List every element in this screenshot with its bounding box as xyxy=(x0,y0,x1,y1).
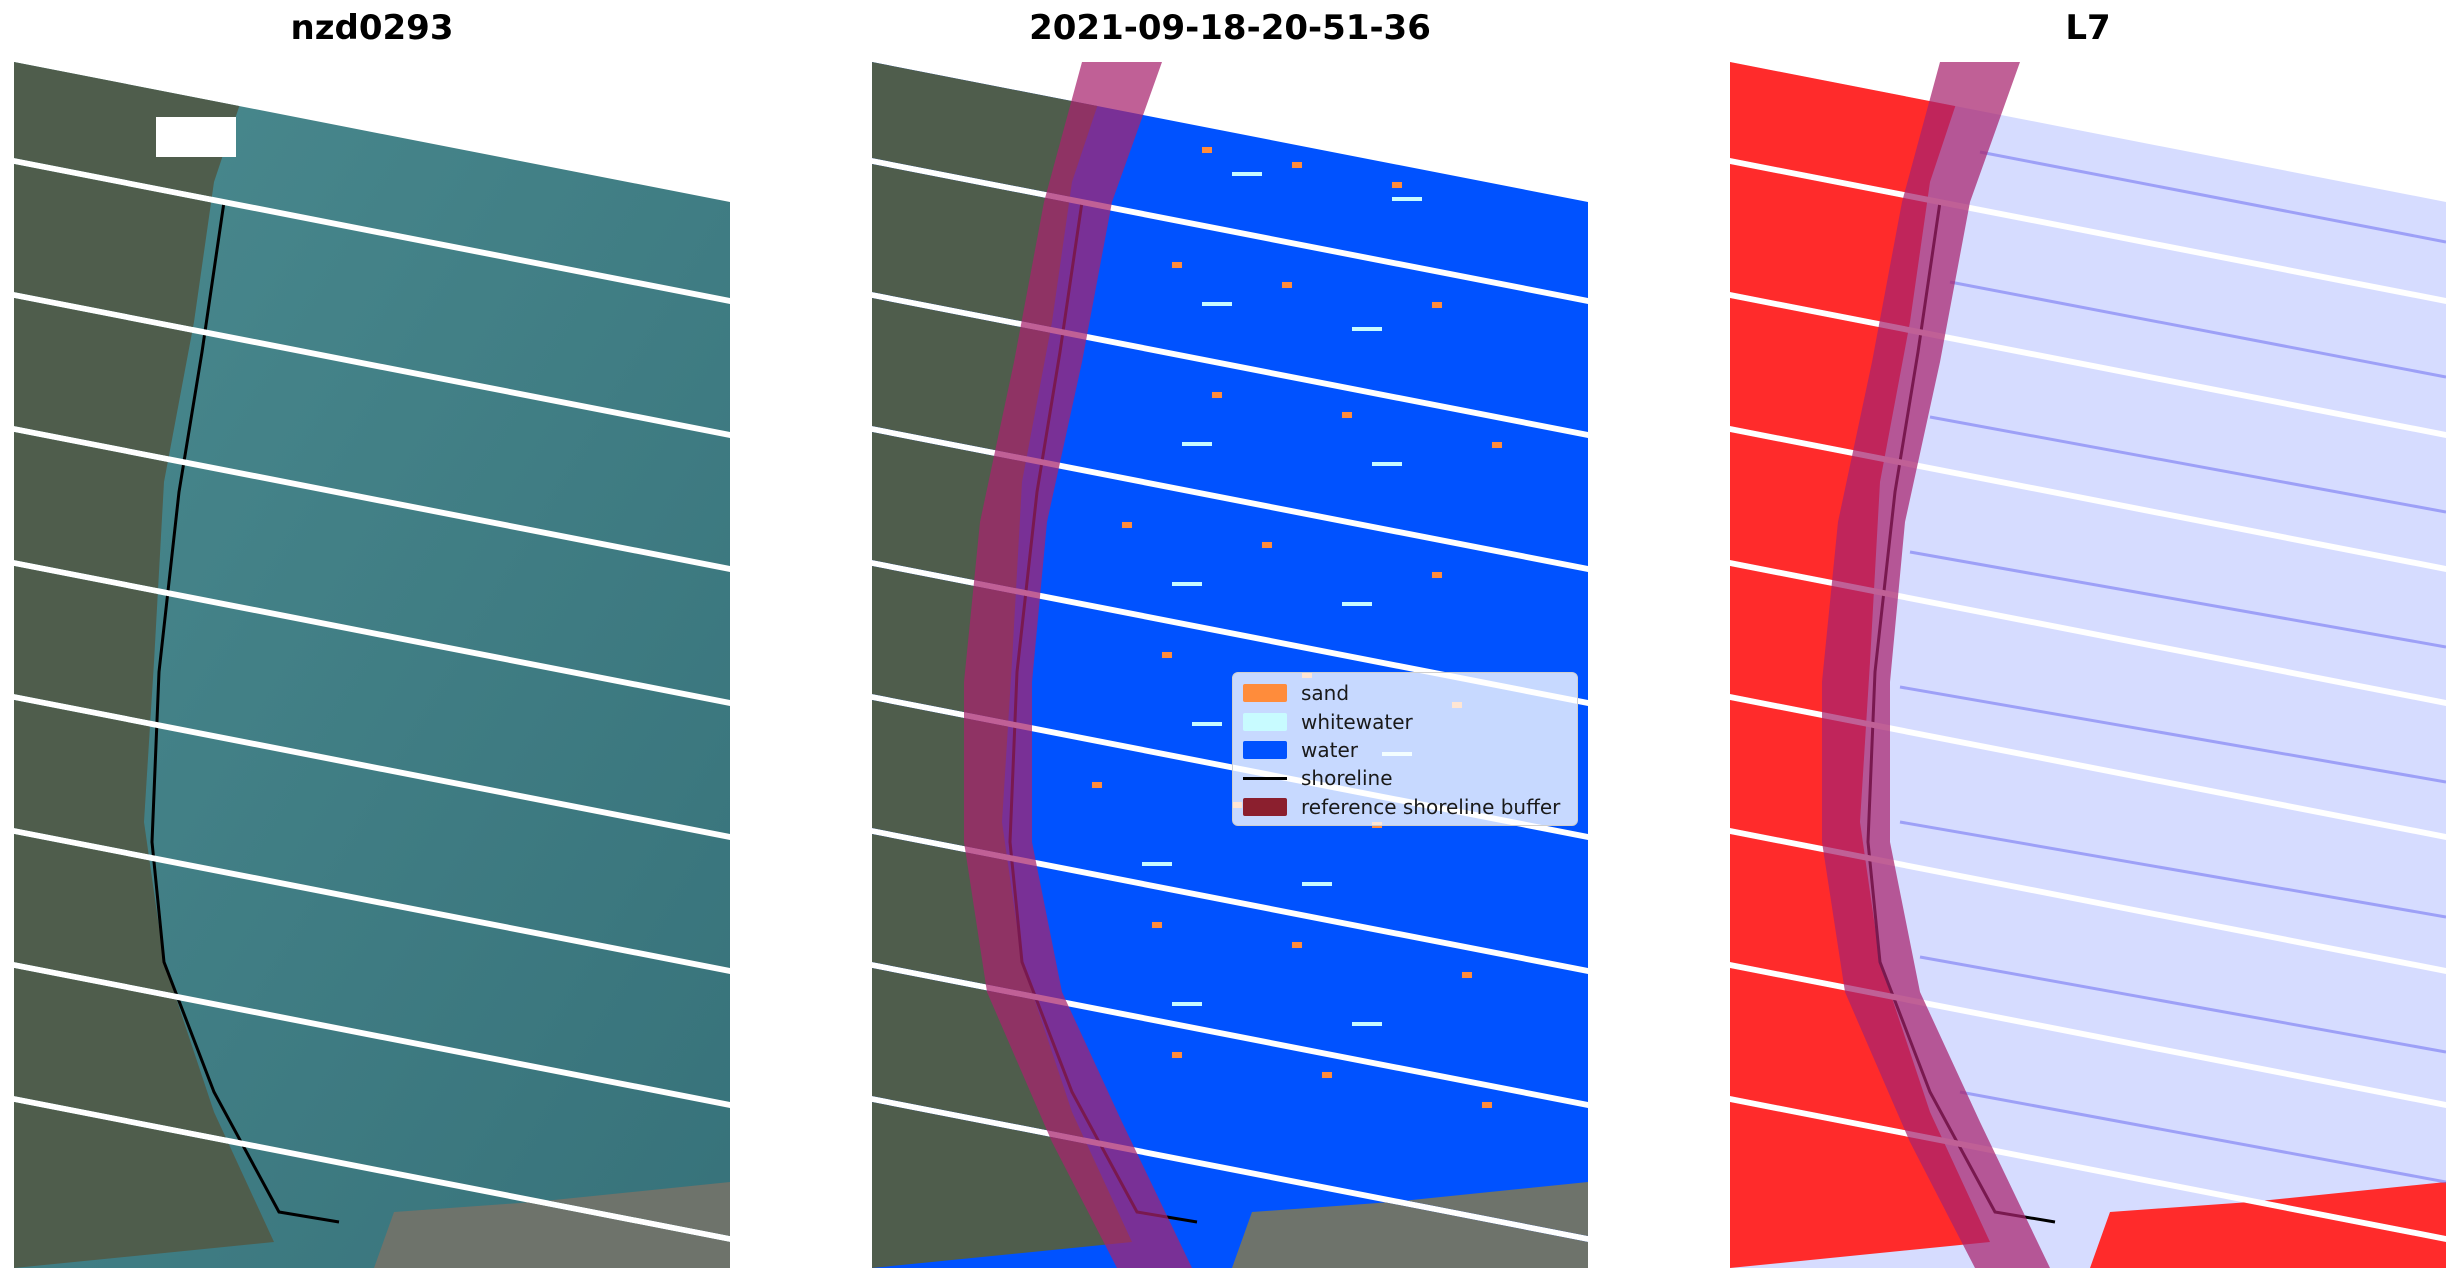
cloud-patch xyxy=(156,117,236,157)
panel-title-date: 2021-09-18-20-51-36 xyxy=(1029,8,1431,48)
panel-title-satellite: L7 xyxy=(2065,8,2111,48)
shoreline-line xyxy=(150,201,340,1224)
rgb-image-panel xyxy=(14,62,730,1268)
legend-item-water: water xyxy=(1243,736,1567,764)
legend-item-sand: sand xyxy=(1243,679,1567,707)
index-image xyxy=(1730,62,2446,1268)
legend-label-buffer: reference shoreline buffer xyxy=(1301,794,1561,819)
town-area xyxy=(1232,1182,1588,1268)
legend-swatch-sand xyxy=(1243,684,1287,703)
wave-streaks xyxy=(1899,150,2446,1184)
rgb-image xyxy=(14,62,730,1268)
land-area xyxy=(14,62,274,1268)
legend-item-whitewater: whitewater xyxy=(1243,707,1567,735)
reference-shoreline-buffer xyxy=(964,62,1192,1268)
legend-label-sand: sand xyxy=(1301,681,1350,706)
town-area xyxy=(2090,1182,2446,1268)
classification-image xyxy=(872,62,1588,1268)
panel-title-image-id: nzd0293 xyxy=(290,8,454,48)
legend-swatch-buffer xyxy=(1243,797,1287,816)
town-area xyxy=(374,1182,730,1268)
legend-item-buffer: reference shoreline buffer xyxy=(1243,793,1567,821)
legend-label-whitewater: whitewater xyxy=(1301,709,1413,734)
legend-label-shoreline: shoreline xyxy=(1301,766,1393,791)
legend-swatch-water xyxy=(1243,740,1287,759)
index-panel xyxy=(1730,62,2446,1268)
classification-panel xyxy=(872,62,1588,1268)
reference-shoreline-buffer xyxy=(1822,62,2050,1268)
legend-label-water: water xyxy=(1301,737,1358,762)
legend-swatch-shoreline xyxy=(1243,776,1287,780)
legend-item-shoreline: shoreline xyxy=(1243,764,1567,792)
legend: sand whitewater water shoreline referenc… xyxy=(1232,672,1578,826)
legend-swatch-whitewater xyxy=(1243,712,1287,731)
